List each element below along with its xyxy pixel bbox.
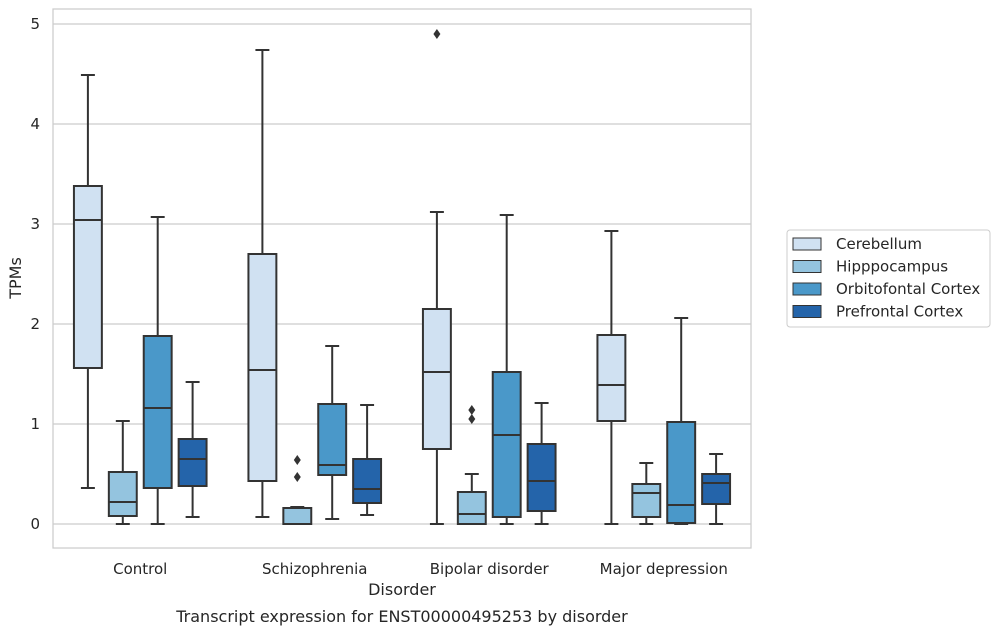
- iqr-box: [107, 471, 138, 517]
- iqr-box: [526, 443, 557, 512]
- x-tick-label: Schizophrenia: [262, 560, 367, 578]
- box-hipppocampus: [631, 462, 662, 525]
- x-tick-label: Major depression: [600, 560, 728, 578]
- iqr-box: [631, 483, 662, 518]
- legend-label: Orbitofontal Cortex: [836, 280, 980, 298]
- legend-swatch: [792, 282, 822, 296]
- iqr-box: [352, 458, 383, 504]
- y-tick-label: 4: [30, 115, 40, 133]
- box-cerebellum: [596, 230, 627, 525]
- box-prefrontal-cortex: [701, 453, 732, 525]
- legend-item: Cerebellum: [792, 235, 922, 253]
- box-hipppocampus: [107, 420, 138, 525]
- legend-item: Hipppocampus: [792, 258, 948, 276]
- box-prefrontal-cortex: [177, 381, 208, 518]
- y-tick-label: 5: [30, 15, 40, 33]
- y-axis-label: TPMs: [6, 257, 25, 300]
- y-tick-labels: 0 1 2 3 4 5: [30, 15, 40, 533]
- outlier-point: [433, 29, 441, 39]
- iqr-box: [666, 421, 697, 524]
- x-axis-label: Disorder: [368, 580, 436, 599]
- box-orbitofontal-cortex: [142, 216, 173, 525]
- iqr-box: [491, 371, 522, 518]
- legend-label: Cerebellum: [836, 235, 922, 253]
- outlier-point: [293, 472, 301, 482]
- legend-frame: [786, 229, 991, 328]
- box-hipppocampus: [282, 455, 313, 525]
- box-hipppocampus: [456, 405, 487, 525]
- box-orbitofontal-cortex: [666, 317, 697, 525]
- outlier-point: [468, 414, 476, 424]
- x-tick-label: Control: [113, 560, 167, 578]
- box-cerebellum: [247, 49, 278, 518]
- iqr-box: [456, 491, 487, 525]
- box-prefrontal-cortex: [352, 404, 383, 516]
- box-prefrontal-cortex: [526, 402, 557, 525]
- y-tick-label: 3: [30, 215, 40, 233]
- outlier-point: [293, 455, 301, 465]
- y-tick-label: 2: [30, 315, 40, 333]
- iqr-box: [142, 335, 173, 489]
- box-plot-groups: [72, 29, 732, 525]
- chart-caption: Transcript expression for ENST0000049525…: [175, 607, 628, 626]
- x-tick-labels: Control Schizophrenia Bipolar disorder Majo…: [113, 560, 728, 578]
- legend-label: Prefrontal Cortex: [836, 303, 963, 321]
- iqr-box: [247, 253, 278, 482]
- y-tick-label: 1: [30, 415, 40, 433]
- legend-label: Hipppocampus: [836, 258, 948, 276]
- box-orbitofontal-cortex: [491, 214, 522, 525]
- iqr-box: [701, 473, 732, 505]
- legend-item: Orbitofontal Cortex: [792, 280, 980, 298]
- legend-swatch: [792, 305, 822, 318]
- legend-swatch: [792, 260, 822, 273]
- legend: Cerebellum Hipppocampus Orbitofontal Corte…: [786, 229, 991, 328]
- iqr-box: [596, 334, 627, 422]
- plot-frame: [52, 8, 752, 549]
- iqr-box: [421, 308, 452, 450]
- box-orbitofontal-cortex: [317, 345, 348, 520]
- iqr-box: [177, 438, 208, 487]
- outlier-point: [468, 405, 476, 415]
- legend-swatch: [792, 237, 822, 251]
- x-tick-label: Bipolar disorder: [430, 560, 550, 578]
- iqr-box: [282, 507, 313, 525]
- box-cerebellum: [72, 74, 103, 489]
- box-cerebellum: [421, 29, 452, 525]
- y-tick-label: 0: [30, 515, 40, 533]
- legend-item: Prefrontal Cortex: [792, 303, 963, 321]
- iqr-box: [317, 403, 348, 476]
- iqr-box: [72, 185, 103, 369]
